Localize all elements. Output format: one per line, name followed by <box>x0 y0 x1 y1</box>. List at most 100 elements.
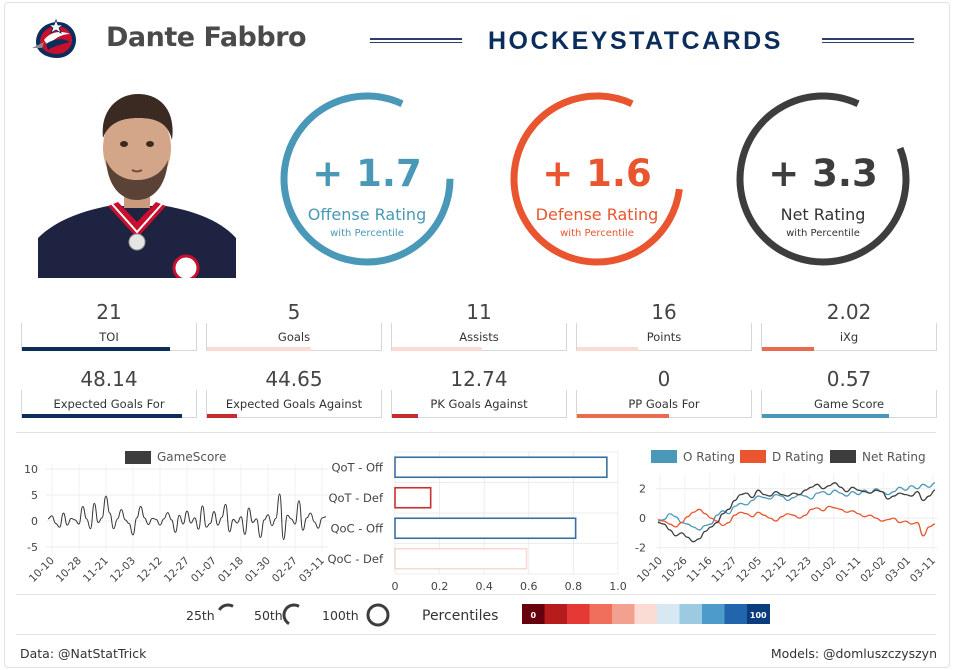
x-tick-label: 0.8 <box>565 580 583 593</box>
stat-percentile-bar <box>762 414 890 418</box>
percentile-scale-swatch <box>522 604 545 624</box>
x-tick-label: 11-27 <box>709 555 739 585</box>
x-tick-label: 02-27 <box>270 555 300 585</box>
x-tick-label: 0 <box>392 580 399 593</box>
stat-pk-goals-against: 12.74 PK Goals Against <box>391 367 567 418</box>
brand-line-left-2 <box>370 42 462 43</box>
stat-label: Game Score <box>813 397 885 411</box>
stat-percentile-bar <box>762 347 815 351</box>
x-tick-label: 01-30 <box>243 555 273 585</box>
category-label: QoT - Def <box>328 491 384 505</box>
x-tick-label: 0.2 <box>431 580 449 593</box>
gamescore-line <box>47 493 327 541</box>
rating-value-2: + 3.3 <box>768 152 878 195</box>
bar-qoc-def <box>394 547 528 570</box>
stat-value: 16 <box>651 300 677 324</box>
stat-value: 0.57 <box>826 367 872 391</box>
percentile-scale-swatch <box>589 604 613 624</box>
stat-value: 2.02 <box>826 300 872 324</box>
percentile-legend-label: 50th <box>254 608 283 623</box>
stat-pp-goals-for: 0 PP Goals For <box>576 367 752 418</box>
bar-qoc-off <box>394 517 577 540</box>
rating-value-1: + 1.6 <box>542 152 652 195</box>
x-tick-label: 02-02 <box>858 555 888 585</box>
rating-label-2: Net Rating <box>780 205 866 224</box>
stat-assists: 11 Assists <box>391 300 567 351</box>
percentile-title: Percentiles <box>422 608 498 624</box>
rating-ring-2 <box>736 92 910 266</box>
percentile-scale-swatch <box>612 604 635 624</box>
x-tick-label: 10-10 <box>27 555 57 585</box>
gamescore-chart: GameScore 10 5 0 -510-1010-2811-2112-0312-12… <box>24 450 328 585</box>
x-tick-label: 10-28 <box>54 555 84 585</box>
rating-ring-1 <box>510 92 683 266</box>
rating-label-0: Offense Rating <box>307 205 427 224</box>
legend-swatch-gamescore <box>125 451 151 464</box>
percentile-legend-label: 25th <box>186 608 215 623</box>
scale-max-label: 100 <box>750 611 767 620</box>
stat-points: 16 Points <box>576 300 752 351</box>
percentile-scale-swatch <box>702 604 725 624</box>
stat-ixg: 2.02 iXg <box>761 300 937 351</box>
stat-goals: 5 Goals <box>206 300 382 351</box>
percentile-scale-swatch <box>567 604 590 624</box>
stat-frame <box>206 390 382 418</box>
x-tick-label: 12-05 <box>734 555 764 585</box>
percentile-scale-swatch <box>634 604 658 624</box>
stat-percentile-bar <box>22 414 183 418</box>
stat-label: Assists <box>459 330 499 344</box>
legend-label-gamescore: GameScore <box>157 450 226 464</box>
player-name: Dante Fabbro <box>106 22 307 53</box>
percentile-scale-swatch <box>657 604 680 624</box>
x-tick-label: 11-16 <box>685 555 715 585</box>
x-tick-label: 10-10 <box>635 555 665 585</box>
brand-line-right <box>822 38 914 40</box>
stat-game-score: 0.57 Game Score <box>761 367 937 418</box>
x-tick-label: 12-03 <box>108 555 138 585</box>
brand-line-left <box>370 38 462 40</box>
stat-percentile-bar <box>392 347 483 351</box>
x-tick-label: 12-27 <box>162 555 192 585</box>
y-tick-label: 0 <box>31 515 38 528</box>
stat-percentile-bar <box>577 347 638 351</box>
x-tick-label: 1.0 <box>609 580 627 593</box>
legend-label: O Rating <box>683 450 735 464</box>
x-tick-label: 10-26 <box>660 555 690 585</box>
stat-percentile-bar <box>22 347 170 351</box>
stat-percentile-bar <box>207 347 312 351</box>
legend-swatch <box>740 450 766 463</box>
stat-label: PK Goals Against <box>430 397 528 411</box>
y-tick-label: -2 <box>635 542 646 555</box>
x-tick-label: 03-11 <box>908 555 938 585</box>
percentile-icon <box>282 603 300 625</box>
stat-label: iXg <box>839 330 859 344</box>
scale-min-label: 0 <box>530 611 536 620</box>
stat-value: 0 <box>657 367 671 391</box>
x-tick-label: 03-01 <box>883 555 913 585</box>
percentile-icon <box>218 603 234 611</box>
stat-frame <box>576 323 752 351</box>
stat-value: 5 <box>287 300 301 324</box>
series-line-net-rating <box>657 482 936 543</box>
stat-frame <box>391 390 567 418</box>
x-tick-label: 12-12 <box>135 555 165 585</box>
stat-frame <box>761 323 937 351</box>
x-tick-label: 0.4 <box>475 580 493 593</box>
ratings-rings <box>280 92 910 266</box>
x-tick-label: 01-02 <box>809 555 839 585</box>
x-tick-label: 11-21 <box>81 555 111 585</box>
y-tick-label: 10 <box>24 463 38 476</box>
stat-value: 21 <box>96 300 122 324</box>
y-tick-label: 5 <box>31 489 38 502</box>
stat-toi: 21 TOI <box>21 300 197 351</box>
percentile-scale-swatch <box>724 604 748 624</box>
ratings-trend-chart: O Rating D Rating Net Rating 2 0 -210-1010-26… <box>635 450 938 585</box>
player-headshot-icon <box>38 88 236 278</box>
y-tick-label: -5 <box>27 541 38 554</box>
series-line-o-rating <box>657 482 936 531</box>
bar-qot-def <box>394 486 432 509</box>
brand-title: HOCKEYSTATCARDS <box>488 27 783 55</box>
stat-label: TOI <box>99 330 119 344</box>
x-tick-label: 01-18 <box>216 555 246 585</box>
y-tick-label: 2 <box>639 483 646 496</box>
